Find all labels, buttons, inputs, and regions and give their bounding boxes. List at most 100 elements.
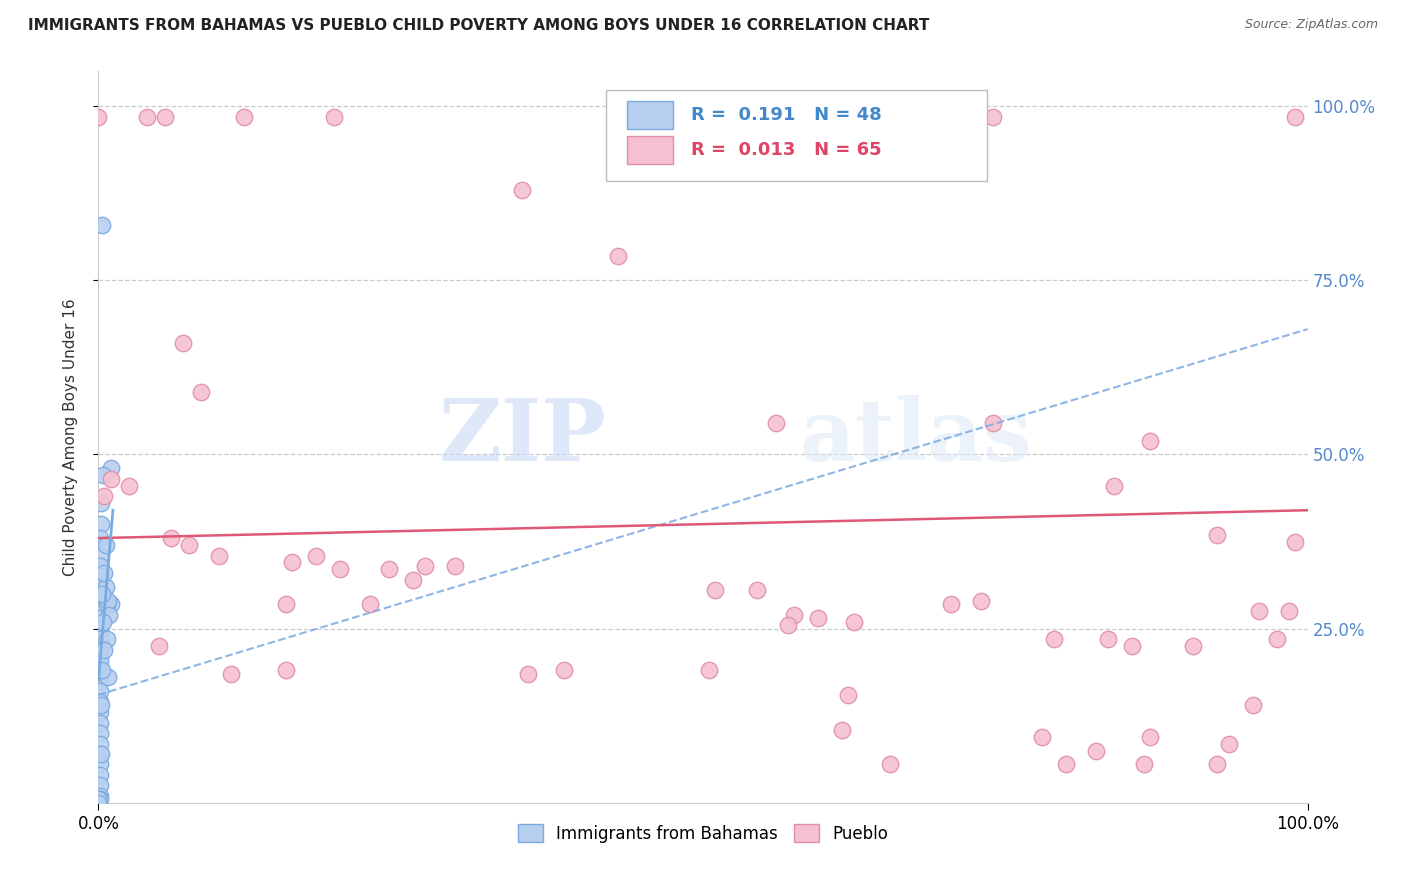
Point: [90, 747, 112, 761]
Point: [1102, 479, 1125, 493]
Point: [360, 597, 382, 611]
Point: [844, 615, 866, 629]
FancyBboxPatch shape: [606, 90, 987, 181]
Point: [93, 566, 115, 580]
Text: atlas: atlas: [800, 395, 1032, 479]
Legend: Immigrants from Bahamas, Pueblo: Immigrants from Bahamas, Pueblo: [510, 818, 896, 849]
Y-axis label: Child Poverty Among Boys Under 16: Child Poverty Among Boys Under 16: [63, 298, 77, 576]
Point: [190, 384, 212, 399]
FancyBboxPatch shape: [627, 136, 672, 164]
Point: [939, 597, 962, 611]
Point: [89, 632, 111, 646]
Point: [837, 688, 859, 702]
Point: [1121, 639, 1143, 653]
Point: [208, 549, 231, 563]
Point: [89, 531, 111, 545]
Text: R =  0.013   N = 65: R = 0.013 N = 65: [690, 141, 882, 160]
Point: [89, 600, 111, 615]
Point: [765, 416, 787, 430]
Point: [91, 468, 114, 483]
Point: [1042, 632, 1064, 646]
Point: [329, 562, 352, 576]
Point: [91, 615, 114, 629]
Point: [100, 472, 122, 486]
Point: [1097, 632, 1119, 646]
Point: [981, 416, 1004, 430]
Point: [1139, 730, 1161, 744]
Point: [1206, 527, 1229, 541]
Point: [413, 558, 436, 573]
Point: [553, 664, 575, 678]
Point: [274, 664, 297, 678]
Point: [91, 587, 114, 601]
Point: [89, 792, 111, 806]
Text: ZIP: ZIP: [439, 395, 606, 479]
Point: [90, 517, 112, 532]
Point: [807, 611, 830, 625]
Point: [93, 489, 115, 503]
Point: [97, 594, 120, 608]
Point: [704, 583, 727, 598]
Point: [1206, 757, 1229, 772]
Point: [1218, 737, 1240, 751]
Point: [782, 607, 804, 622]
Point: [281, 556, 304, 570]
Point: [89, 737, 111, 751]
Point: [697, 664, 720, 678]
Point: [1181, 639, 1204, 653]
Point: [1267, 632, 1289, 646]
Point: [89, 705, 111, 719]
FancyBboxPatch shape: [627, 102, 672, 129]
Point: [160, 531, 183, 545]
Point: [148, 639, 170, 653]
Point: [747, 583, 769, 598]
Point: [89, 747, 111, 761]
Point: [981, 110, 1004, 124]
Point: [89, 642, 111, 657]
Point: [831, 723, 853, 737]
Point: [516, 667, 538, 681]
Point: [89, 580, 111, 594]
Point: [97, 670, 120, 684]
Text: R =  0.191   N = 48: R = 0.191 N = 48: [690, 106, 882, 124]
Point: [96, 597, 118, 611]
Point: [1054, 757, 1077, 772]
Point: [221, 667, 243, 681]
Point: [89, 768, 111, 782]
Point: [89, 569, 111, 583]
Point: [91, 218, 114, 232]
Text: Source: ZipAtlas.com: Source: ZipAtlas.com: [1244, 18, 1378, 31]
Point: [740, 110, 762, 124]
Point: [444, 558, 467, 573]
Point: [89, 673, 111, 688]
Point: [1139, 434, 1161, 448]
Point: [274, 597, 297, 611]
Point: [153, 110, 176, 124]
Text: IMMIGRANTS FROM BAHAMAS VS PUEBLO CHILD POVERTY AMONG BOYS UNDER 16 CORRELATION : IMMIGRANTS FROM BAHAMAS VS PUEBLO CHILD …: [28, 18, 929, 33]
Point: [1284, 534, 1306, 549]
Point: [89, 664, 111, 678]
Point: [1133, 757, 1156, 772]
Point: [377, 562, 399, 576]
Point: [89, 653, 111, 667]
Point: [305, 549, 328, 563]
Point: [1031, 730, 1053, 744]
Point: [1085, 743, 1108, 757]
Point: [94, 538, 117, 552]
Point: [96, 632, 118, 646]
Point: [1249, 604, 1271, 618]
Point: [89, 715, 111, 730]
Point: [89, 611, 111, 625]
Point: [323, 110, 346, 124]
Point: [89, 789, 111, 803]
Point: [90, 698, 112, 713]
Point: [776, 618, 799, 632]
Point: [89, 726, 111, 740]
Point: [179, 538, 201, 552]
Point: [91, 664, 114, 678]
Point: [172, 336, 194, 351]
Point: [89, 778, 111, 792]
Point: [89, 549, 111, 563]
Point: [1241, 698, 1264, 713]
Point: [135, 110, 157, 124]
